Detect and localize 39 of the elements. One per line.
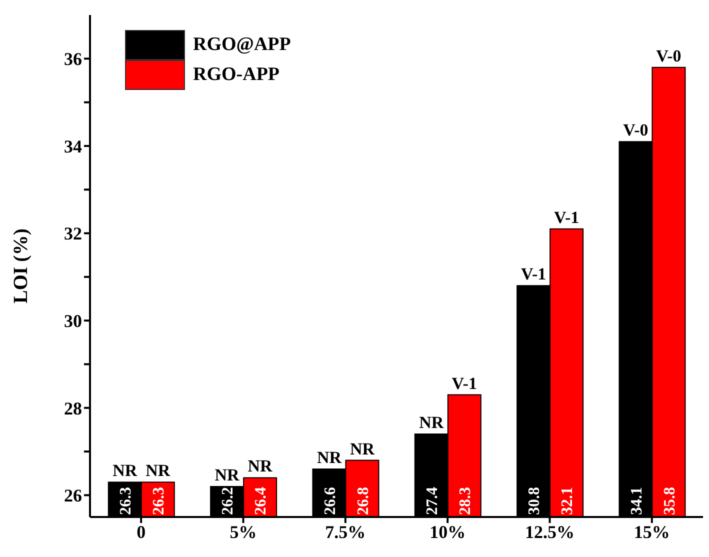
annotation: NR bbox=[112, 461, 138, 480]
annotation: NR bbox=[214, 465, 240, 484]
data-label: 26.3 bbox=[150, 487, 168, 515]
y-tick-label: 30 bbox=[64, 310, 82, 331]
y-tick-label: 32 bbox=[64, 224, 82, 244]
annotation: NR bbox=[419, 413, 444, 432]
data-label: 26.8 bbox=[354, 487, 372, 515]
data-label: 26.4 bbox=[252, 487, 270, 515]
annotation: NR bbox=[350, 439, 376, 458]
legend-label: RGO@APP bbox=[193, 34, 291, 56]
data-label: 28.3 bbox=[456, 487, 474, 515]
annotation: V-1 bbox=[452, 374, 477, 393]
data-label: 26.2 bbox=[220, 487, 237, 515]
annotation: V-0 bbox=[656, 46, 682, 66]
annotation: NR bbox=[316, 448, 342, 467]
annotation: NR bbox=[248, 456, 274, 476]
x-tick-label: 10% bbox=[430, 522, 466, 542]
data-label: 34.1 bbox=[628, 487, 646, 515]
annotation: V-0 bbox=[623, 120, 648, 140]
y-tick-label: 26 bbox=[64, 486, 82, 506]
data-label: 27.4 bbox=[424, 487, 441, 515]
data-label: 26.6 bbox=[322, 487, 339, 515]
y-axis-title: LOI (%) bbox=[10, 228, 32, 304]
data-label: 32.1 bbox=[559, 487, 576, 515]
x-tick-label: 7.5% bbox=[325, 522, 366, 542]
data-label: 35.8 bbox=[661, 487, 678, 515]
data-label: 26.3 bbox=[117, 487, 134, 515]
legend-label: RGO-APP bbox=[193, 64, 280, 86]
annotation: NR bbox=[146, 461, 171, 480]
annotation: V-1 bbox=[554, 208, 580, 227]
x-tick-label: 0 bbox=[136, 522, 146, 542]
y-tick-label: 36 bbox=[64, 49, 82, 70]
annotation: V-1 bbox=[520, 264, 546, 284]
data-label: 30.8 bbox=[526, 487, 544, 515]
y-tick-label: 34 bbox=[64, 136, 82, 156]
y-tick-label: 28 bbox=[64, 398, 82, 418]
x-tick-label: 12.5% bbox=[525, 522, 574, 542]
x-tick-label: 5% bbox=[230, 522, 257, 542]
x-tick-label: 15% bbox=[634, 522, 670, 542]
